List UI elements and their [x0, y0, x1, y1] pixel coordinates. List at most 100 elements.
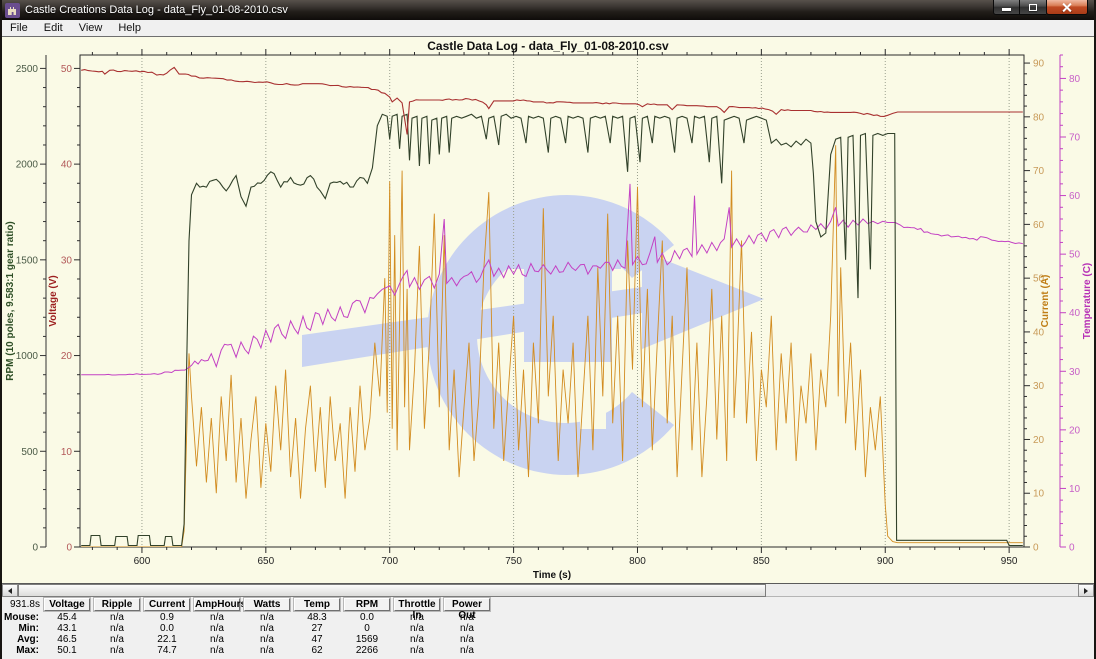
- chart-region: Castle Data Log - data_Fly_01-08-2010.cs…: [2, 37, 1094, 583]
- chart-title: Castle Data Log - data_Fly_01-08-2010.cs…: [427, 39, 669, 53]
- stat-value: 62: [311, 645, 323, 656]
- stat-value: 48.3: [307, 612, 327, 623]
- column-button-ripple[interactable]: Ripple: [94, 598, 140, 611]
- svg-text:50: 50: [1069, 250, 1081, 261]
- svg-text:90: 90: [1033, 59, 1045, 70]
- series-temperature: [81, 183, 1023, 376]
- column-button-throttle-in[interactable]: Throttle In: [394, 598, 440, 621]
- svg-text:0: 0: [32, 543, 38, 554]
- column-button-power-out[interactable]: Power Out: [444, 598, 490, 621]
- column-button-watts[interactable]: Watts: [244, 598, 290, 611]
- menu-view[interactable]: View: [78, 22, 103, 34]
- menu-edit[interactable]: Edit: [43, 22, 63, 34]
- svg-text:600: 600: [134, 556, 151, 567]
- close-button[interactable]: [1046, 0, 1088, 15]
- app-icon: [5, 2, 20, 18]
- close-icon: [1062, 2, 1072, 12]
- stat-value: 43.1: [57, 623, 77, 634]
- menu-help[interactable]: Help: [118, 22, 141, 34]
- stat-value: n/a: [210, 623, 224, 634]
- axis-title-temperature: Temperature (C): [1082, 263, 1093, 340]
- window-controls: [993, 0, 1088, 15]
- svg-text:1500: 1500: [16, 255, 39, 266]
- svg-text:500: 500: [21, 447, 38, 458]
- stat-value: 74.7: [157, 645, 177, 656]
- stat-value: n/a: [410, 634, 424, 645]
- minimize-button[interactable]: [993, 0, 1020, 15]
- stat-value: 2266: [355, 645, 379, 656]
- stat-value: n/a: [460, 634, 474, 645]
- svg-text:20: 20: [1069, 425, 1081, 436]
- svg-text:20: 20: [61, 351, 73, 362]
- svg-text:800: 800: [629, 556, 646, 567]
- series-rpm: [81, 113, 1023, 547]
- svg-text:700: 700: [381, 556, 398, 567]
- svg-text:70: 70: [1069, 133, 1081, 144]
- svg-text:40: 40: [61, 160, 73, 171]
- stats-table: 931.8s Voltage Ripple Current AmpHours Watts T…: [2, 597, 1094, 656]
- axis-title-rpm: RPM (10 poles, 9.583:1 gear ratio): [5, 221, 16, 381]
- stat-value: n/a: [460, 612, 474, 623]
- axis-title-voltage: Voltage (V): [48, 275, 59, 326]
- svg-text:950: 950: [1001, 556, 1018, 567]
- column-button-temp[interactable]: Temp: [294, 598, 340, 611]
- menu-file[interactable]: File: [10, 22, 28, 34]
- svg-text:60: 60: [1069, 191, 1081, 202]
- stat-value: n/a: [260, 634, 274, 645]
- stat-value: n/a: [460, 645, 474, 656]
- series-voltage: [81, 66, 1023, 135]
- series-current: [81, 145, 1023, 547]
- svg-text:0: 0: [66, 543, 72, 554]
- plot-border[interactable]: [79, 54, 1025, 548]
- stat-value: n/a: [260, 645, 274, 656]
- axis-voltage: 0 10 20 30 40 50 Voltage (V): [48, 64, 80, 554]
- stat-value: 45.4: [57, 612, 77, 623]
- stat-value: n/a: [260, 623, 274, 634]
- axis-time: 600 650 700 750 800 850 900 950 Time (s): [91, 49, 1018, 581]
- horizontal-scrollbar[interactable]: [2, 583, 1094, 597]
- stat-value: n/a: [210, 634, 224, 645]
- svg-text:30: 30: [1069, 367, 1081, 378]
- svg-text:40: 40: [1033, 327, 1045, 338]
- axis-title-current: Current (A): [1040, 275, 1051, 328]
- stat-value: n/a: [410, 645, 424, 656]
- column-button-rpm[interactable]: RPM: [344, 598, 390, 611]
- stat-value: 27: [311, 623, 323, 634]
- svg-text:0: 0: [1033, 543, 1039, 554]
- stat-value: 0: [364, 623, 370, 634]
- svg-text:0: 0: [1069, 543, 1075, 554]
- column-button-voltage[interactable]: Voltage: [44, 598, 90, 611]
- stat-value: n/a: [410, 623, 424, 634]
- stat-row-label: Min:: [18, 623, 39, 634]
- scroll-right-button[interactable]: [1078, 584, 1094, 597]
- svg-text:750: 750: [505, 556, 522, 567]
- svg-text:80: 80: [1033, 112, 1045, 123]
- stat-value: 1569: [355, 634, 379, 645]
- scroll-left-icon: [8, 587, 12, 594]
- stat-value: 50.1: [57, 645, 77, 656]
- axis-temperature: 0 10 20 30 40 50 60 70 80 Temperature (C): [1059, 54, 1093, 554]
- minimize-icon: [1002, 8, 1011, 11]
- titlebar[interactable]: Castle Creations Data Log - data_Fly_01-…: [2, 0, 1094, 20]
- scrollbar-thumb[interactable]: [18, 584, 766, 597]
- stat-value: 0.0: [160, 623, 174, 634]
- scroll-left-button[interactable]: [2, 584, 18, 597]
- svg-text:10: 10: [1033, 489, 1045, 500]
- svg-text:650: 650: [257, 556, 274, 567]
- menubar: File Edit View Help: [2, 20, 1094, 37]
- maximize-button[interactable]: [1020, 0, 1046, 15]
- stat-value: n/a: [110, 634, 124, 645]
- svg-text:30: 30: [1033, 381, 1045, 392]
- axis-current: 0 10 20 30 40 50 60 70 80 90 Current (A): [1024, 59, 1051, 554]
- stat-row-label: Mouse:: [4, 612, 39, 623]
- stat-value: n/a: [410, 612, 424, 623]
- column-button-current[interactable]: Current: [144, 598, 190, 611]
- stat-value: n/a: [210, 612, 224, 623]
- column-button-amphours[interactable]: AmpHours: [194, 598, 247, 611]
- svg-text:40: 40: [1069, 308, 1081, 319]
- stat-value: n/a: [460, 623, 474, 634]
- stat-value: 46.5: [57, 634, 77, 645]
- stat-value: n/a: [110, 612, 124, 623]
